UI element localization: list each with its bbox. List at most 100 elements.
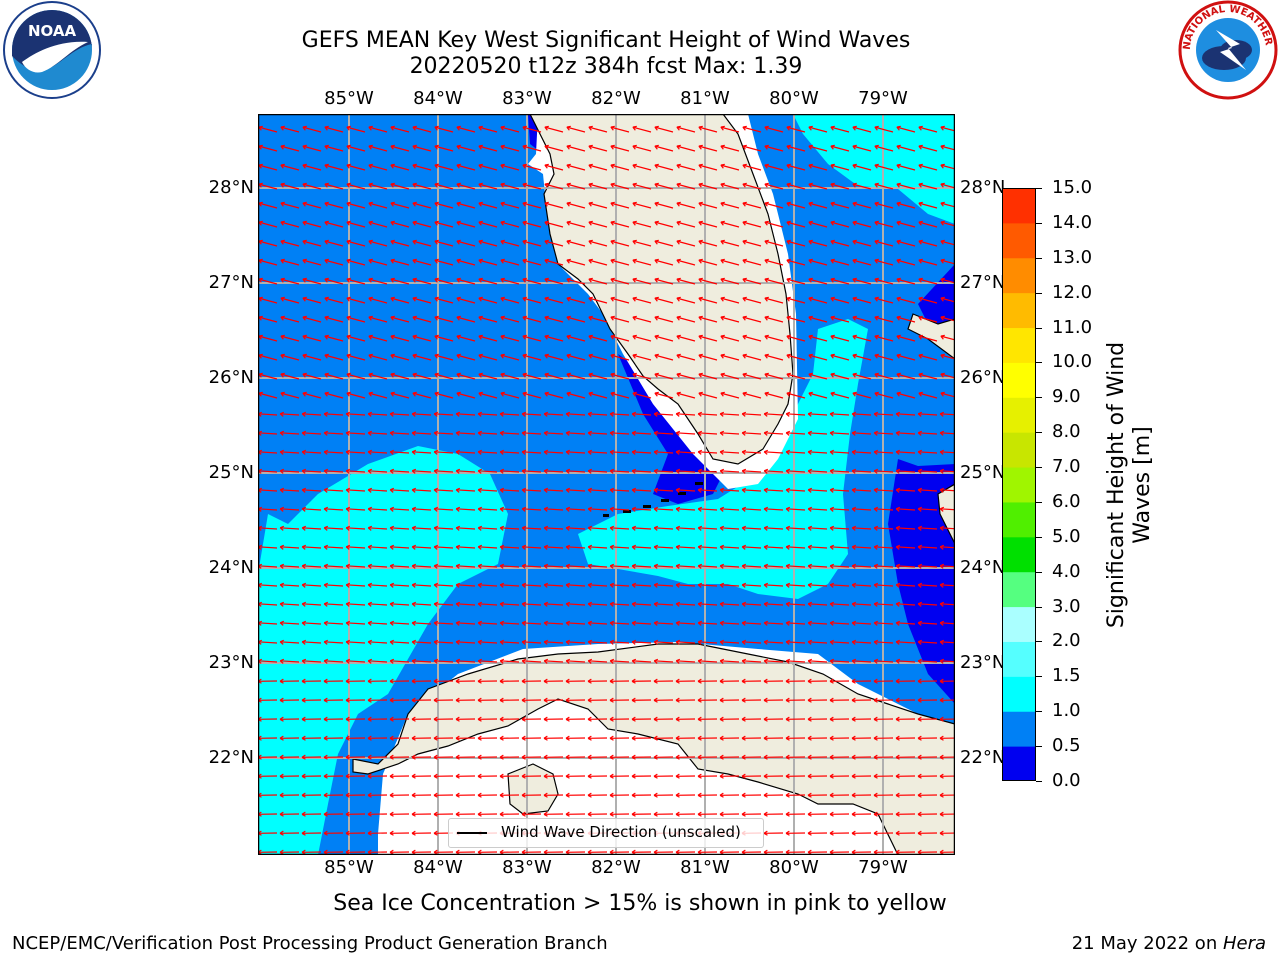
wind-wave-arrow bbox=[852, 163, 872, 171]
colorbar-tick-label: 0.5 bbox=[1052, 735, 1081, 757]
wind-wave-arrow bbox=[389, 506, 410, 512]
wind-wave-arrow bbox=[587, 430, 608, 436]
wind-wave-arrow bbox=[676, 125, 696, 133]
wind-wave-arrow bbox=[280, 239, 300, 247]
wind-wave-arrow bbox=[521, 449, 542, 455]
wind-wave-arrow bbox=[763, 601, 784, 607]
wind-wave-arrow bbox=[412, 353, 432, 361]
wind-wave-arrow bbox=[851, 430, 872, 436]
wind-wave-arrow bbox=[763, 411, 784, 417]
nws-logo: NATIONAL WEATHER SERVICE bbox=[1176, 0, 1278, 100]
wind-wave-arrow bbox=[654, 201, 674, 209]
wind-wave-arrow bbox=[719, 716, 740, 722]
wind-wave-arrow bbox=[323, 544, 344, 550]
wind-wave-arrow bbox=[609, 639, 630, 645]
wind-wave-arrow bbox=[389, 773, 410, 779]
wind-wave-arrow bbox=[324, 296, 344, 304]
wind-wave-arrow bbox=[346, 144, 366, 152]
wind-wave-arrow bbox=[434, 258, 454, 266]
wind-wave-arrow bbox=[720, 163, 740, 171]
colorbar-tick-label: 6.0 bbox=[1052, 490, 1081, 512]
wind-wave-arrow bbox=[477, 754, 498, 760]
wind-wave-arrow bbox=[544, 125, 564, 133]
wind-wave-arrow bbox=[873, 563, 894, 569]
wind-wave-arrow bbox=[565, 468, 586, 474]
wind-wave-arrow bbox=[719, 658, 740, 664]
wind-wave-arrow bbox=[324, 334, 344, 342]
lat-tick-label-right: 23°N bbox=[960, 652, 1006, 673]
wind-wave-arrow bbox=[873, 487, 894, 493]
wind-wave-arrow bbox=[675, 563, 696, 569]
wind-wave-arrow bbox=[367, 716, 388, 722]
wind-wave-arrow bbox=[741, 525, 762, 531]
wind-wave-arrow bbox=[478, 391, 498, 399]
wind-wave-arrow bbox=[521, 506, 542, 512]
wind-wave-arrow bbox=[368, 277, 388, 285]
wind-wave-arrow bbox=[587, 525, 608, 531]
colorbar-segment bbox=[1002, 501, 1036, 538]
wind-wave-arrow bbox=[566, 239, 586, 247]
wind-wave-arrow bbox=[873, 735, 894, 741]
wind-wave-arrow bbox=[918, 220, 938, 228]
wind-wave-arrow bbox=[258, 296, 278, 304]
wind-wave-arrow bbox=[698, 353, 718, 361]
wind-wave-arrow bbox=[279, 792, 300, 798]
wind-wave-arrow bbox=[588, 258, 608, 266]
wind-wave-arrow bbox=[675, 811, 696, 817]
wind-wave-arrow bbox=[301, 811, 322, 817]
wind-wave-arrow bbox=[279, 811, 300, 817]
wind-wave-arrow bbox=[477, 506, 498, 512]
colorbar-segment bbox=[1002, 571, 1036, 608]
wind-wave-arrow bbox=[895, 563, 916, 569]
colorbar-tick-label: 12.0 bbox=[1052, 281, 1093, 303]
wind-wave-arrow bbox=[896, 277, 916, 285]
wind-wave-arrow bbox=[654, 144, 674, 152]
wind-wave-arrow bbox=[544, 144, 564, 152]
wind-wave-arrow bbox=[323, 487, 344, 493]
wind-wave-arrow bbox=[697, 658, 718, 664]
wind-wave-arrow bbox=[719, 620, 740, 626]
wind-wave-arrow bbox=[258, 277, 278, 285]
wind-wave-arrow bbox=[874, 163, 894, 171]
wind-wave-arrow bbox=[807, 754, 828, 760]
wind-wave-arrow bbox=[764, 182, 784, 190]
wind-wave-arrow bbox=[741, 792, 762, 798]
wind-wave-arrow bbox=[874, 315, 894, 323]
wind-wave-arrow bbox=[478, 125, 498, 133]
wind-wave-arrow bbox=[697, 563, 718, 569]
colorbar-segment bbox=[1002, 746, 1036, 781]
wind-wave-arrow bbox=[808, 353, 828, 361]
wind-wave-arrow bbox=[279, 678, 300, 684]
wind-wave-arrow bbox=[367, 811, 388, 817]
wind-wave-arrow bbox=[566, 277, 586, 285]
wind-wave-arrow bbox=[323, 811, 344, 817]
colorbar-segment bbox=[1002, 327, 1036, 363]
wind-wave-arrow bbox=[279, 601, 300, 607]
wind-wave-arrow bbox=[763, 658, 784, 664]
wind-wave-arrow bbox=[631, 658, 652, 664]
colorbar-tick-mark bbox=[1036, 711, 1042, 713]
wind-wave-arrow bbox=[433, 773, 454, 779]
wind-wave-arrow bbox=[852, 334, 872, 342]
wind-wave-arrow bbox=[390, 239, 410, 247]
wind-wave-arrow bbox=[280, 334, 300, 342]
wind-wave-arrow bbox=[566, 391, 586, 399]
wind-wave-arrow bbox=[390, 258, 410, 266]
wind-wave-arrow bbox=[829, 487, 850, 493]
wind-wave-arrow bbox=[697, 601, 718, 607]
wind-wave-arrow bbox=[302, 391, 322, 399]
wind-wave-arrow bbox=[323, 411, 344, 417]
wind-wave-arrow bbox=[764, 334, 784, 342]
wind-wave-arrow bbox=[367, 773, 388, 779]
lon-tick-label-top: 79°W bbox=[858, 88, 908, 109]
wind-wave-arrow bbox=[610, 296, 630, 304]
wind-wave-arrow bbox=[302, 220, 322, 228]
wind-wave-arrow bbox=[455, 773, 476, 779]
wind-wave-arrow bbox=[874, 391, 894, 399]
wind-wave-arrow bbox=[477, 525, 498, 531]
wind-wave-arrow bbox=[763, 487, 784, 493]
wind-wave-arrow bbox=[345, 544, 366, 550]
wind-wave-arrow bbox=[433, 620, 454, 626]
colorbar-tick-label: 9.0 bbox=[1052, 386, 1081, 408]
wind-wave-arrow bbox=[851, 563, 872, 569]
